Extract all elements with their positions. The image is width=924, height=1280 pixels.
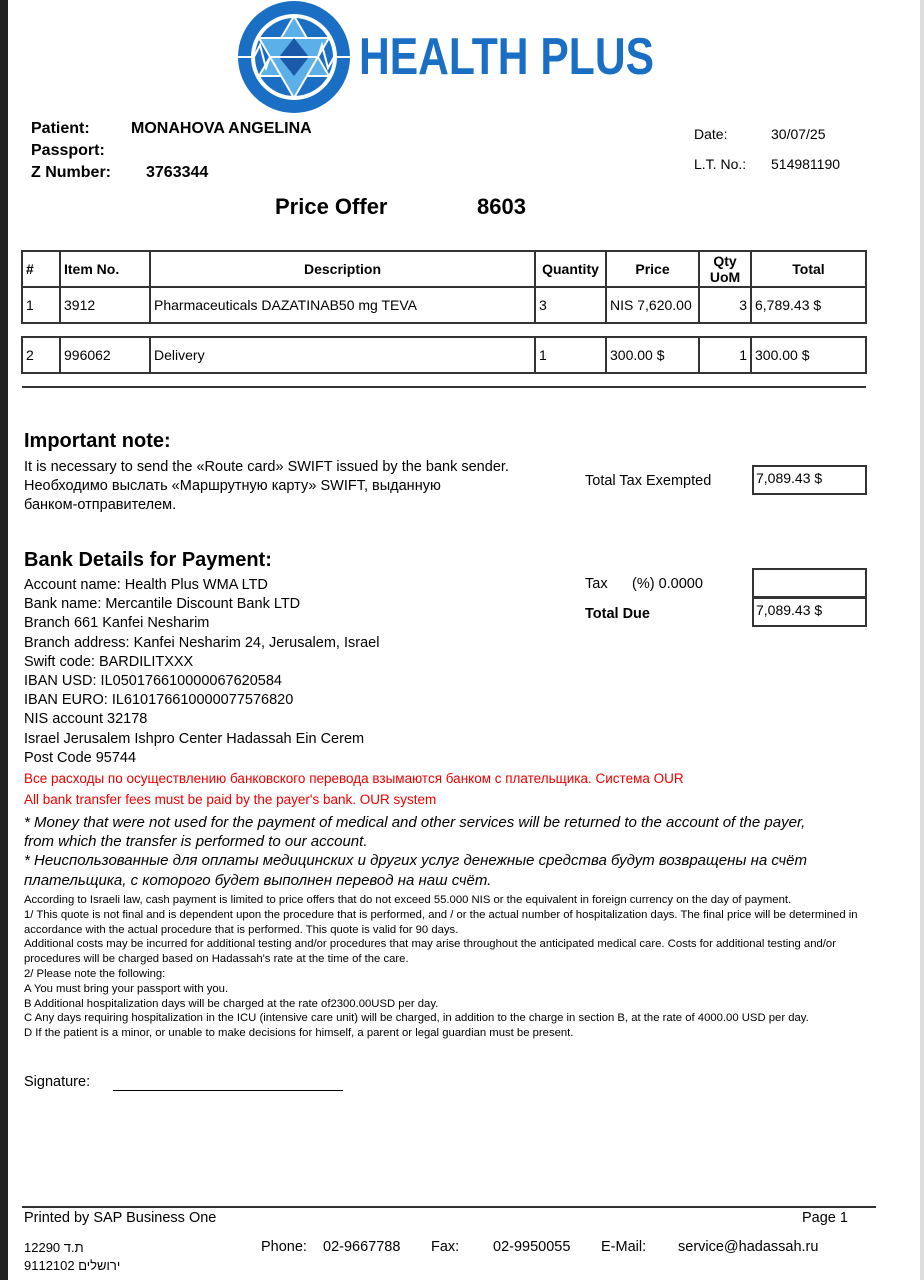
important-note-title: Important note:	[24, 430, 171, 452]
tax-exempted-label: Total Tax Exempted	[585, 473, 712, 489]
z-number-label: Z Number:	[31, 164, 111, 181]
lt-value: 514981190	[771, 156, 841, 172]
bank-line: Bank name: Mercantile Discount Bank LTD	[24, 596, 301, 612]
cell-description: Pharmaceuticals DAZATINAB50 mg TEVA	[149, 286, 536, 324]
patient-name: MONAHOVA ANGELINA	[131, 120, 312, 137]
col-number: #	[21, 250, 61, 288]
signature-line[interactable]	[113, 1090, 343, 1091]
cell-item-no: 996062	[59, 336, 151, 374]
date-label: Date:	[694, 126, 728, 142]
table-row: 2 996062 Delivery 1 300.00 $ 1 300.00 $	[21, 336, 867, 374]
tax-value	[752, 568, 867, 598]
fax-label: Fax:	[431, 1239, 460, 1255]
refund-note: * Money that were not used for the payme…	[24, 814, 806, 831]
phone-label: Phone:	[261, 1239, 307, 1255]
refund-note: * Неиспользованные для оплаты медицински…	[24, 852, 807, 869]
refund-note: from which the transfer is performed to …	[24, 833, 368, 850]
cell-quantity: 1	[534, 336, 607, 374]
price-offer-title: Price Offer	[275, 194, 388, 219]
cell-qty-uom: 3	[698, 286, 752, 324]
col-item-no: Item No.	[59, 250, 151, 288]
bank-line: Account name: Health Plus WMA LTD	[24, 577, 268, 593]
terms-line: D If the patient is a minor, or unable t…	[24, 1027, 574, 1040]
terms-block: According to Israeli law, cash payment i…	[24, 893, 864, 1041]
terms-line: 2/ Please note the following:	[24, 967, 166, 980]
note-line: Необходимо выслать «Маршрутную карту» SW…	[24, 478, 441, 494]
printed-by: Printed by SAP Business One	[24, 1210, 217, 1226]
col-price: Price	[605, 250, 700, 288]
fees-note-ru: Все расходы по осуществлению банковского…	[24, 771, 684, 786]
items-table: # Item No. Description Quantity Price Qt…	[21, 250, 867, 388]
bank-line: Branch address: Kanfei Nesharim 24, Jeru…	[24, 635, 380, 651]
terms-line: Additional costs may be incurred for add…	[24, 938, 836, 966]
col-total: Total	[750, 250, 867, 288]
terms-line: According to Israeli law, cash payment i…	[24, 894, 792, 906]
patient-label: Patient:	[31, 120, 90, 137]
signature-label: Signature:	[24, 1074, 91, 1090]
bank-line: Branch 661 Kanfei Nesharim	[24, 615, 210, 631]
fax-value: 02-9950055	[493, 1239, 571, 1255]
bank-details-title: Bank Details for Payment:	[24, 549, 272, 571]
footer-divider	[22, 1206, 876, 1208]
email-label: E-Mail:	[601, 1239, 647, 1255]
cell-quantity: 3	[534, 286, 607, 324]
cell-qty-uom: 1	[698, 336, 752, 374]
fees-note-en: All bank transfer fees must be paid by t…	[24, 792, 437, 807]
tax-exempted-value: 7,089.43 $	[752, 465, 867, 495]
col-qty-uom: Qty UoM	[698, 250, 752, 288]
page-edge	[0, 0, 8, 1280]
lt-label: L.T. No.:	[694, 156, 747, 172]
health-plus-logo: HEALTH PLUS	[234, 1, 654, 113]
table-header-row: # Item No. Description Quantity Price Qt…	[21, 250, 867, 288]
page-edge	[920, 0, 924, 1280]
terms-line: C Any days requiring hospitalization in …	[24, 1012, 809, 1025]
tax-label: Tax	[585, 576, 608, 592]
terms-line: A You must bring your passport with you.	[24, 982, 229, 995]
refund-note: плательщика, с которого будет выполнен п…	[24, 872, 492, 889]
cell-price: 300.00 $	[605, 336, 700, 374]
bank-line: IBAN USD: IL050176610000067620584	[24, 673, 282, 689]
bank-line: Swift code: BARDILITXXX	[24, 654, 194, 670]
bank-line: Post Code 95744	[24, 750, 137, 766]
total-due-value: 7,089.43 $	[752, 597, 867, 627]
city-postcode: ירושלים 9112102	[24, 1258, 121, 1273]
tax-percent: (%) 0.0000	[632, 576, 703, 592]
passport-label: Passport:	[31, 142, 105, 159]
cell-total: 6,789.43 $	[750, 286, 867, 324]
cell-description: Delivery	[149, 336, 536, 374]
email-value[interactable]: service@hadassah.ru	[678, 1239, 819, 1255]
page-number: Page 1	[802, 1210, 848, 1226]
cell-number: 2	[21, 336, 61, 374]
total-due-label: Total Due	[585, 606, 650, 622]
po-box: ת.ד 12290	[24, 1240, 84, 1255]
terms-line: B Additional hospitalization days will b…	[24, 997, 439, 1010]
z-number-value: 3763344	[146, 164, 209, 181]
bank-line: Israel Jerusalem Ishpro Center Hadassah …	[24, 731, 365, 747]
bank-line: IBAN EURO: IL610176610000077576820	[24, 692, 294, 708]
note-line: It is necessary to send the «Route card»…	[24, 459, 509, 475]
note-line: банком-отправителем.	[24, 497, 177, 513]
cell-price: NIS 7,620.00	[605, 286, 700, 324]
col-quantity: Quantity	[534, 250, 607, 288]
bank-line: NIS account 32178	[24, 711, 148, 727]
cell-total: 300.00 $	[750, 336, 867, 374]
phone-value: 02-9667788	[323, 1239, 401, 1255]
terms-line: 1/ This quote is not final and is depend…	[24, 908, 858, 936]
date-value: 30/07/25	[771, 126, 826, 142]
price-offer-number: 8603	[477, 194, 526, 219]
cell-item-no: 3912	[59, 286, 151, 324]
svg-text:HEALTH PLUS: HEALTH PLUS	[359, 28, 654, 86]
cell-number: 1	[21, 286, 61, 324]
table-row: 1 3912 Pharmaceuticals DAZATINAB50 mg TE…	[21, 286, 867, 324]
col-description: Description	[149, 250, 536, 288]
